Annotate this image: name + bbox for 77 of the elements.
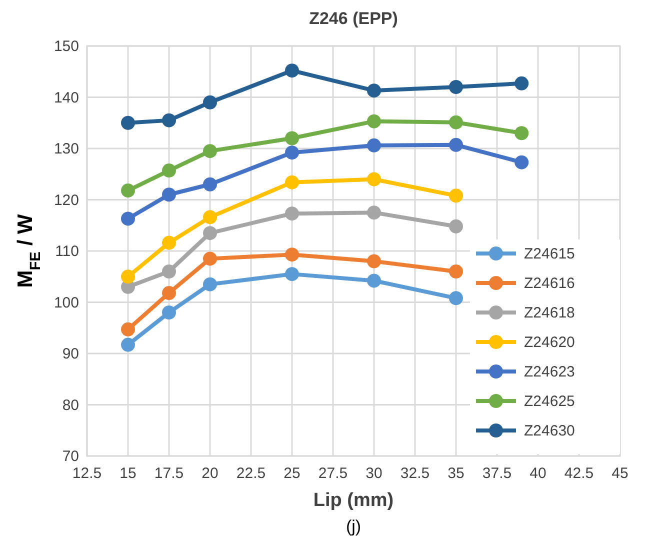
y-tick-label: 140	[54, 89, 79, 106]
point	[162, 264, 176, 278]
point	[285, 146, 299, 160]
point	[203, 277, 217, 292]
point	[367, 206, 381, 220]
legend-label: Z24630	[524, 422, 575, 440]
point	[285, 175, 299, 190]
point	[121, 338, 135, 352]
point	[121, 212, 135, 226]
x-tick-label: 12.5	[72, 465, 102, 482]
y-tick-label: 90	[62, 346, 79, 362]
point	[367, 84, 381, 98]
point	[162, 164, 176, 178]
point	[162, 306, 176, 320]
legend-label: Z24615	[524, 246, 575, 262]
point	[449, 115, 463, 130]
y-tick-label: 150	[54, 38, 79, 55]
y-tick-label: 110	[55, 243, 79, 260]
point	[203, 252, 217, 266]
y-tick-label: 120	[54, 192, 79, 209]
point	[121, 322, 135, 336]
point	[203, 210, 217, 224]
text: (j)	[346, 517, 362, 536]
legend-label: Z24620	[524, 334, 575, 351]
y-tick-label: 130	[54, 140, 79, 158]
point	[449, 188, 463, 203]
point	[449, 264, 463, 278]
x-tick-label: 35	[448, 465, 464, 482]
x-tick-label: 22.5	[236, 465, 266, 482]
chart-title: Z246 (EPP)	[309, 9, 398, 28]
y-tick-label: 100	[54, 294, 79, 312]
point	[367, 254, 381, 268]
point	[203, 226, 217, 240]
point	[162, 236, 176, 250]
point	[514, 155, 529, 170]
point	[162, 188, 176, 202]
legend-label: Z24625	[524, 393, 575, 410]
point	[162, 113, 176, 128]
point	[121, 184, 135, 198]
point	[449, 219, 463, 234]
legend-label: Z24616	[524, 275, 575, 292]
point	[285, 248, 299, 262]
point	[449, 138, 463, 152]
point	[285, 64, 299, 78]
point	[121, 270, 135, 284]
point	[203, 95, 217, 110]
x-tick-label: 25	[284, 465, 300, 482]
x-tick-label: 42.5	[564, 465, 594, 482]
point	[449, 80, 463, 94]
point	[367, 274, 381, 288]
point	[514, 76, 529, 90]
point	[203, 177, 217, 192]
x-tick-label: 30	[366, 465, 382, 482]
point	[162, 286, 176, 300]
x-tick-label: 20	[202, 465, 218, 482]
x-tick-label: 37.5	[482, 465, 512, 482]
x-tick-label: 40	[530, 465, 546, 482]
x-axis-title: Lip (mm)	[313, 490, 394, 511]
y-tick-label: 80	[62, 396, 79, 414]
legend-label: Z24623	[524, 364, 575, 380]
y-tick-label: 70	[62, 448, 79, 465]
x-tick-label: 27.5	[318, 465, 348, 482]
point	[367, 138, 381, 152]
point	[367, 114, 381, 128]
point	[285, 267, 299, 282]
point	[367, 172, 381, 186]
point	[203, 144, 217, 158]
legend-label: Z24618	[524, 304, 575, 322]
x-tick-label: 17.5	[154, 465, 184, 482]
point	[514, 126, 529, 140]
x-tick-label: 15	[120, 465, 136, 482]
point	[285, 131, 299, 146]
point	[121, 116, 135, 130]
point	[449, 291, 463, 306]
x-tick-label: 32.5	[400, 465, 430, 482]
x-tick-label: 45	[612, 465, 628, 482]
point	[285, 206, 299, 221]
